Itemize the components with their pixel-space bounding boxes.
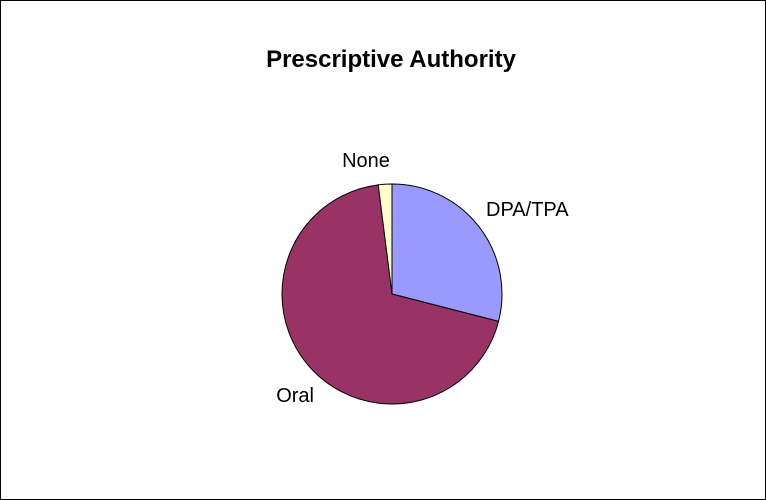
slice-label-dpa-tpa: DPA/TPA — [486, 199, 569, 221]
slice-labels: DPA/TPA Oral None — [276, 150, 569, 407]
pie-slice-none — [377, 183, 393, 295]
pie-slice-oral — [281, 184, 500, 405]
pie-slice-dpa-tpa — [391, 183, 503, 322]
slice-label-none: None — [342, 150, 390, 172]
chart-title: Prescriptive Authority — [266, 46, 516, 73]
pie-slices — [281, 183, 503, 405]
slice-label-oral: Oral — [276, 385, 314, 407]
